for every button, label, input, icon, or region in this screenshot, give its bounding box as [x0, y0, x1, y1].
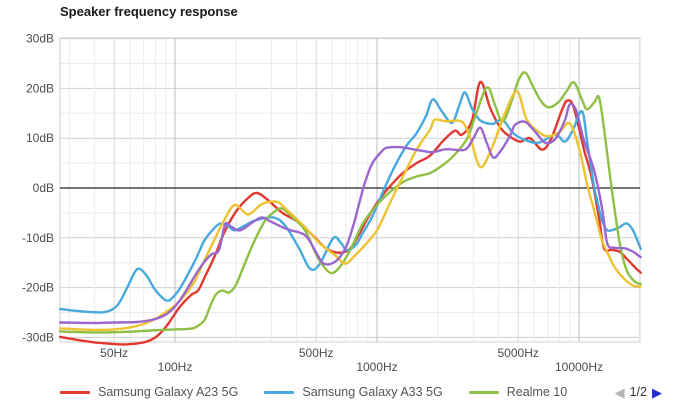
plot-border — [59, 37, 641, 343]
x-tick-label: 5000Hz — [498, 346, 539, 360]
legend-label: Samsung Galaxy A23 5G — [98, 385, 239, 399]
series-line-realme-10 — [58, 71, 642, 334]
y-tick-label: 20dB — [26, 81, 54, 95]
legend-swatch — [264, 390, 295, 394]
x-tick-label: 50Hz — [100, 346, 128, 360]
x-tick-label: 1000Hz — [356, 360, 397, 374]
series-line-series-4 — [58, 90, 642, 332]
legend-pagination: ◀ 1/2 ▶ — [615, 385, 662, 399]
legend-next-icon[interactable]: ▶ — [652, 384, 662, 400]
legend-page-indicator: 1/2 — [629, 385, 647, 399]
series-line-series-5 — [58, 102, 642, 325]
legend-prev-icon[interactable]: ◀ — [614, 384, 625, 400]
chart-legend: Samsung Galaxy A23 5G Samsung Galaxy A33 … — [60, 381, 662, 403]
legend-item: Samsung Galaxy A33 5G — [264, 385, 443, 399]
series-line-samsung-galaxy-a33-5g — [58, 91, 642, 314]
x-tick-label: 10000Hz — [555, 360, 603, 374]
chart-title: Speaker frequency response — [60, 4, 238, 19]
legend-item: Realme 10 — [468, 385, 568, 399]
y-tick-label: 10dB — [26, 131, 54, 145]
legend-item: Samsung Galaxy A23 5G — [60, 385, 238, 399]
x-tick-label: 500Hz — [299, 346, 334, 360]
y-tick-label: 0dB — [33, 181, 54, 195]
legend-label: Realme 10 — [506, 385, 568, 399]
y-tick-label: -10dB — [22, 231, 54, 245]
x-tick-label: 100Hz — [158, 360, 193, 374]
y-tick-label: -30dB — [22, 330, 54, 344]
chart-canvas: 30dB 20dB 10dB 0dB -10dB -20dB -30dB 50Hz 100Hz 5… — [22, 32, 642, 374]
legend-swatch — [60, 390, 90, 394]
legend-swatch — [468, 390, 499, 394]
series-line-samsung-galaxy-a23-5g — [58, 80, 642, 346]
legend-label: Samsung Galaxy A33 5G — [302, 385, 443, 399]
y-tick-label: 30dB — [26, 32, 54, 46]
y-tick-label: -20dB — [22, 281, 54, 295]
